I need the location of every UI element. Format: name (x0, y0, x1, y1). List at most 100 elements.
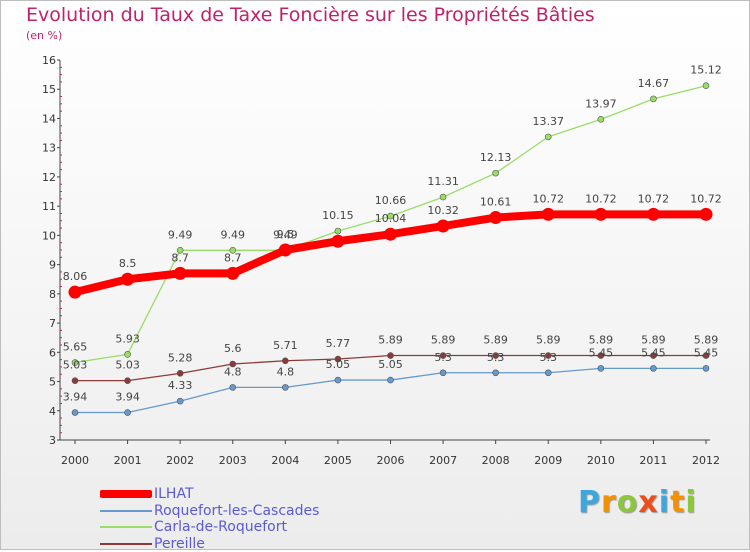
x-tick-label: 2007 (429, 454, 457, 467)
logo-letter: x (638, 485, 658, 520)
data-label-ilhat: 8.5 (119, 257, 137, 270)
data-point-ilhat (542, 208, 555, 221)
x-tick-label: 2011 (639, 454, 667, 467)
y-tick-label: 5 (49, 376, 56, 389)
x-tick-label: 2010 (587, 454, 615, 467)
data-label-carla-de-roquefort: 5.93 (115, 332, 140, 345)
y-tick-label: 3 (49, 434, 56, 447)
legend-label: Carla-de-Roquefort (154, 519, 287, 535)
data-label-pereille: 5.89 (483, 334, 508, 347)
data-label-carla-de-roquefort: 9.49 (221, 228, 246, 241)
data-label-roquefort-les-cascades: 5.45 (694, 346, 719, 359)
data-label-roquefort-les-cascades: 5.3 (487, 351, 505, 364)
data-point-carla-de-roquefort (545, 134, 551, 140)
x-tick-label: 2003 (219, 454, 247, 467)
data-point-roquefort-les-cascades (493, 370, 499, 376)
y-tick-label: 10 (42, 229, 56, 242)
data-point-roquefort-les-cascades (545, 370, 551, 376)
y-tick-label: 11 (42, 200, 56, 213)
legend-swatch-pereille (100, 543, 152, 545)
x-tick-label: 2008 (482, 454, 510, 467)
legend-swatch-carla (100, 526, 152, 528)
data-label-carla-de-roquefort: 10.66 (375, 194, 407, 207)
logo-letter: i (685, 485, 696, 520)
data-point-roquefort-les-cascades (282, 384, 288, 390)
data-point-roquefort-les-cascades (650, 365, 656, 371)
data-label-pereille: 5.28 (168, 351, 193, 364)
data-point-ilhat (121, 273, 134, 286)
data-point-carla-de-roquefort (440, 194, 446, 200)
y-tick-label: 6 (49, 346, 56, 359)
data-label-pereille: 5.89 (641, 334, 666, 347)
y-tick-label: 14 (42, 112, 56, 125)
y-tick-label: 15 (42, 83, 56, 96)
data-point-ilhat (279, 244, 292, 257)
data-label-roquefort-les-cascades: 3.94 (63, 391, 88, 404)
data-label-pereille: 5.89 (378, 334, 403, 347)
data-point-ilhat (489, 211, 502, 224)
x-tick-label: 2004 (271, 454, 299, 467)
data-label-ilhat: 10.32 (427, 204, 459, 217)
y-tick-label: 4 (49, 405, 56, 418)
data-point-carla-de-roquefort (598, 116, 604, 122)
data-label-carla-de-roquefort: 15.12 (690, 64, 722, 77)
data-label-carla-de-roquefort: 12.13 (480, 151, 512, 164)
data-label-roquefort-les-cascades: 5.3 (434, 351, 452, 364)
data-label-roquefort-les-cascades: 5.45 (589, 346, 614, 359)
logo-letter: r (601, 485, 617, 520)
data-point-ilhat (647, 208, 660, 221)
data-point-ilhat (226, 267, 239, 280)
data-label-ilhat: 10.72 (585, 192, 617, 205)
y-tick-label: 9 (49, 259, 56, 272)
data-label-pereille: 5.89 (536, 334, 561, 347)
y-tick-label: 7 (49, 317, 56, 330)
data-point-roquefort-les-cascades (230, 384, 236, 390)
data-label-pereille: 5.77 (326, 337, 351, 350)
data-label-pereille: 5.03 (63, 359, 88, 372)
data-label-ilhat: 10.72 (533, 192, 565, 205)
data-point-roquefort-les-cascades (72, 410, 78, 416)
data-point-ilhat (174, 267, 187, 280)
data-point-pereille (177, 370, 183, 376)
data-label-ilhat: 10.72 (638, 192, 670, 205)
data-label-carla-de-roquefort: 9.49 (273, 228, 298, 241)
data-label-ilhat: 8.7 (224, 251, 242, 264)
data-point-roquefort-les-cascades (388, 377, 394, 383)
x-tick-label: 2009 (534, 454, 562, 467)
x-tick-label: 2001 (114, 454, 142, 467)
legend-swatch-ilhat (100, 490, 152, 498)
data-point-carla-de-roquefort (125, 351, 131, 357)
data-label-carla-de-roquefort: 11.31 (427, 175, 459, 188)
data-label-carla-de-roquefort: 9.49 (168, 228, 193, 241)
x-tick-label: 2006 (377, 454, 405, 467)
data-point-pereille (72, 378, 78, 384)
data-point-carla-de-roquefort (650, 96, 656, 102)
logo-letter: t (670, 485, 685, 520)
x-tick-label: 2002 (166, 454, 194, 467)
y-tick-label: 12 (42, 171, 56, 184)
data-point-carla-de-roquefort (493, 170, 499, 176)
data-point-roquefort-les-cascades (177, 398, 183, 404)
legend: ILHAT Roquefort-les-Cascades Carla-de-Ro… (100, 486, 319, 552)
legend-swatch-roquefort (100, 510, 152, 512)
x-tick-label: 2012 (692, 454, 720, 467)
data-label-pereille: 5.71 (273, 339, 298, 352)
legend-label: Pereille (154, 536, 205, 552)
legend-item-carla: Carla-de-Roquefort (100, 519, 319, 536)
legend-label: Roquefort-les-Cascades (154, 503, 319, 519)
data-label-pereille: 5.89 (694, 334, 719, 347)
data-label-carla-de-roquefort: 13.37 (533, 115, 565, 128)
data-label-ilhat: 8.7 (171, 251, 189, 264)
data-label-pereille: 5.89 (431, 334, 456, 347)
data-label-roquefort-les-cascades: 5.3 (540, 351, 558, 364)
logo-letter: i (659, 485, 670, 520)
logo-letter: P (578, 485, 601, 520)
data-label-roquefort-les-cascades: 4.33 (168, 379, 193, 392)
data-label-ilhat: 10.72 (690, 192, 722, 205)
y-tick-label: 16 (42, 54, 56, 67)
data-point-ilhat (331, 235, 344, 248)
x-tick-label: 2000 (61, 454, 89, 467)
legend-item-ilhat: ILHAT (100, 486, 319, 503)
data-label-carla-de-roquefort: 14.67 (638, 77, 670, 90)
